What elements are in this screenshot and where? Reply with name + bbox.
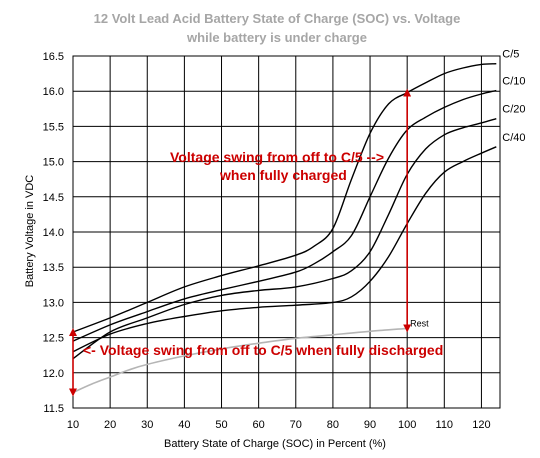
x-tick-label: 60 [253,419,265,431]
y-tick-label: 16.5 [43,51,64,63]
series-label-c-40: C/40 [502,132,525,144]
chart-subtitle: while battery is under charge [186,30,367,45]
x-tick-label: 10 [67,419,79,431]
x-tick-label: 50 [215,419,227,431]
x-tick-label: 70 [290,419,302,431]
x-tick-labels: 10 20 30 40 50 60 70 80 90 100 110 120 [67,419,491,431]
y-tick-label: 14.5 [43,192,64,204]
y-tick-label: 13.0 [43,297,64,309]
x-axis-label: Battery State of Charge (SOC) in Percent… [164,438,386,450]
y-tick-label: 16.0 [43,86,64,98]
x-tick-label: 110 [436,419,454,431]
series-labels: C/5 C/10 C/20 C/40 Rest [410,49,525,329]
annotation-charged-line1: Voltage swing from off to C/5 --> [170,149,384,165]
y-tick-labels: 11.5 12.0 12.5 13.0 13.5 14.0 14.5 15.0 15.5 16.0… [43,51,64,415]
y-tick-label: 14.0 [43,227,64,239]
annotation-charged-line2: when fully charged [219,167,347,183]
series-label-c-20: C/20 [502,104,525,116]
chart-title: 12 Volt Lead Acid Battery State of Charg… [94,11,461,26]
y-tick-label: 15.0 [43,157,64,169]
y-tick-label: 11.5 [43,403,64,415]
x-tick-label: 30 [141,419,153,431]
y-tick-label: 13.5 [43,262,64,274]
x-tick-label: 120 [472,419,490,431]
annotation-discharged: <- Voltage swing from off to C/5 when fu… [83,342,443,358]
x-tick-label: 100 [398,419,416,431]
series-label-c-10: C/10 [502,75,525,87]
x-tick-label: 90 [364,419,376,431]
y-axis-label: Battery Voltage in VDC [24,175,36,288]
series-lines [72,63,497,394]
series-line-c-10 [72,89,497,342]
series-line-c-40 [72,146,497,353]
y-tick-label: 12.0 [43,368,64,380]
series-line-rest [72,327,408,394]
x-tick-label: 40 [178,419,190,431]
series-line-c-5 [72,63,497,333]
series-line-c-20 [72,118,497,360]
plot-frame [72,55,501,409]
series-label-rest: Rest [410,318,429,328]
series-label-c-5: C/5 [502,49,519,61]
annotation-arrows [69,88,412,397]
x-tick-label: 20 [104,419,116,431]
y-tick-label: 12.5 [43,333,64,345]
grid [72,55,501,409]
x-tick-label: 80 [327,419,339,431]
y-tick-label: 15.5 [43,121,64,133]
